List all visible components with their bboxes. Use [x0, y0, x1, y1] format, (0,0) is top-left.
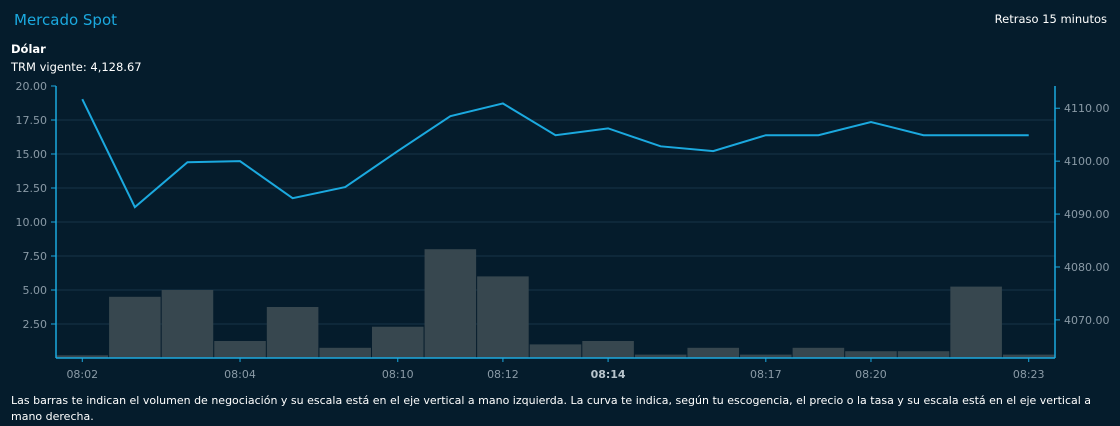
left-tick-label: 12.50: [16, 182, 48, 195]
right-tick-label: 4110.00: [1064, 102, 1110, 115]
right-tick-label: 4070.00: [1064, 314, 1110, 327]
asset-name: Dólar: [11, 42, 46, 56]
volume-bar: [477, 276, 529, 358]
price-line: [81, 98, 1029, 209]
x-tick-label: 08:10: [382, 368, 414, 381]
volume-bar: [109, 296, 161, 358]
volume-bar: [897, 351, 950, 358]
left-tick-label: 15.00: [16, 148, 48, 161]
volume-bar: [845, 351, 897, 358]
volume-bar: [424, 249, 477, 358]
volume-bar: [634, 354, 687, 358]
volume-bar: [371, 326, 424, 358]
left-tick-label: 2.50: [23, 318, 48, 331]
spot-chart: 2.50 5.00 7.50 10.00 12.50 15.00 17.50 20.00 407…: [16, 80, 1110, 381]
page-title: Mercado Spot: [14, 11, 118, 29]
x-tick-label: 08:04: [224, 368, 256, 381]
volume-bar: [792, 347, 845, 358]
volume-bar: [740, 354, 792, 358]
right-tick-label: 4100.00: [1064, 155, 1110, 168]
left-tick-label: 10.00: [16, 216, 48, 229]
volume-bar: [582, 341, 634, 358]
x-tick-label: 08:20: [855, 368, 887, 381]
volume-bar: [266, 307, 319, 358]
delay-label: Retraso 15 minutos: [994, 12, 1107, 26]
left-tick-label: 7.50: [23, 250, 48, 263]
right-tick-label: 4080.00: [1064, 261, 1110, 274]
volume-bar: [214, 341, 266, 358]
left-tick-label: 5.00: [23, 284, 48, 297]
chart-note: Las barras te indican el volumen de nego…: [11, 394, 1092, 423]
x-tick-label: 08:14: [591, 368, 626, 381]
volume-bar: [529, 344, 582, 358]
x-tick-label: 08:12: [487, 368, 519, 381]
left-tick-label: 20.00: [16, 80, 48, 93]
right-tick-label: 4090.00: [1064, 208, 1110, 221]
x-tick-label: 08:17: [750, 368, 782, 381]
volume-bar: [56, 355, 109, 358]
volume-bar: [1002, 354, 1055, 358]
trm-value: TRM vigente: 4,128.67: [11, 60, 142, 74]
x-tick-label: 08:23: [1013, 368, 1045, 381]
volume-bar: [687, 347, 740, 358]
left-tick-label: 17.50: [16, 114, 48, 127]
volume-bar: [161, 290, 214, 358]
volume-bar: [319, 347, 371, 358]
volume-bar: [950, 286, 1002, 358]
x-tick-label: 08:02: [66, 368, 98, 381]
